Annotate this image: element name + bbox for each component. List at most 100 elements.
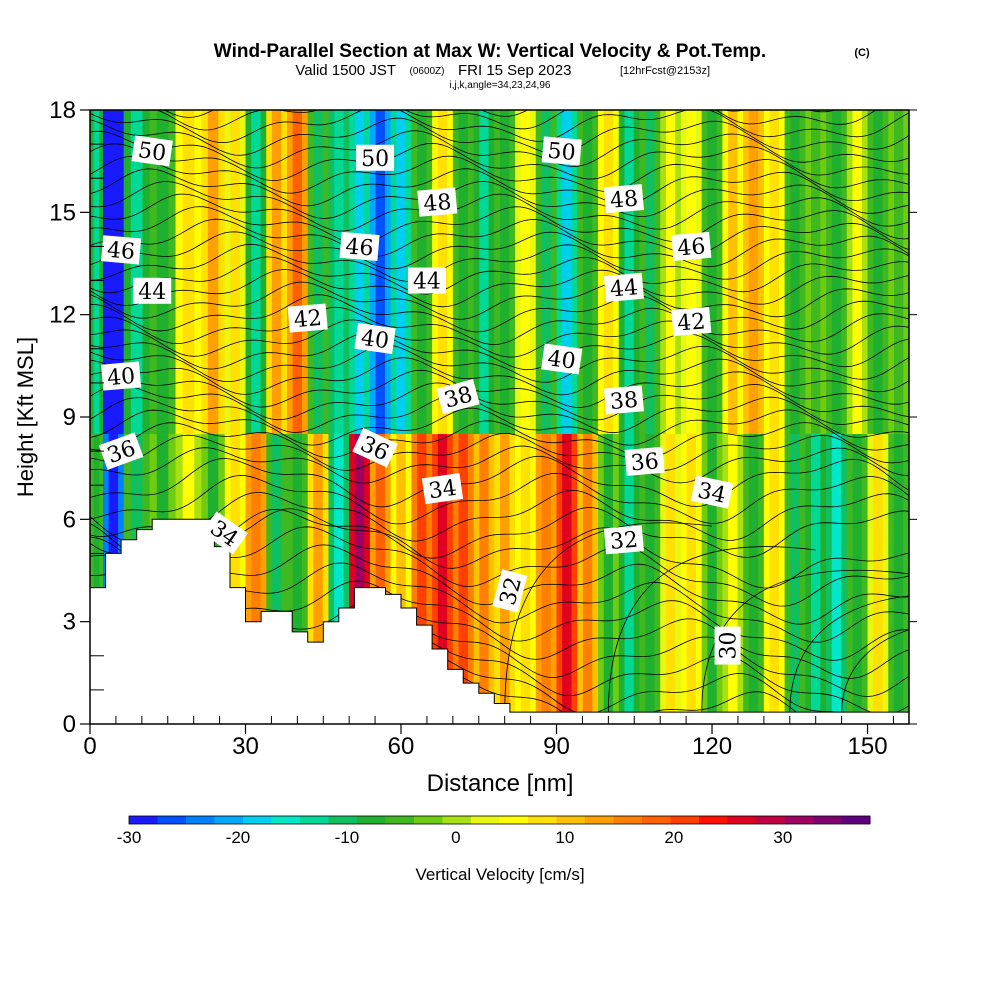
velocity-core bbox=[831, 434, 842, 724]
contour-label-box bbox=[356, 144, 395, 171]
colorbar-segment bbox=[556, 816, 586, 824]
velocity-core bbox=[520, 110, 531, 435]
contour-label: 44 bbox=[133, 277, 172, 305]
contour-label-box bbox=[624, 446, 665, 476]
contour-label-box bbox=[603, 525, 644, 555]
contour-label: 48 bbox=[417, 187, 458, 217]
theta-contour-line bbox=[90, 407, 909, 446]
y-tick-label: 12 bbox=[49, 302, 76, 329]
contour-label-text: 30 bbox=[717, 632, 742, 660]
contour-label-box bbox=[714, 626, 741, 665]
colorbar-segment bbox=[157, 816, 187, 824]
theta-contour-line bbox=[90, 382, 909, 421]
velocity-core bbox=[582, 110, 593, 435]
theta-contour-line bbox=[90, 294, 909, 333]
contour-label: 36 bbox=[624, 446, 665, 477]
x-tick-label: 120 bbox=[692, 733, 732, 760]
velocity-core bbox=[230, 434, 240, 724]
velocity-core bbox=[251, 110, 261, 435]
colorbar-tick-label: 10 bbox=[555, 828, 574, 847]
theta-contour-line bbox=[90, 269, 909, 308]
contour-label-text: 32 bbox=[609, 528, 639, 555]
y-tick-label: 9 bbox=[63, 404, 76, 431]
colorbar-segment bbox=[214, 816, 244, 824]
contour-label-text: 44 bbox=[138, 280, 166, 305]
contour-label-box bbox=[339, 231, 380, 262]
theta-contour-line bbox=[607, 546, 816, 714]
contour-label: 40 bbox=[541, 343, 583, 375]
theta-contour-line bbox=[90, 193, 909, 232]
theta-contour-line bbox=[90, 142, 909, 181]
colorbar-segment bbox=[699, 816, 728, 824]
velocity-core bbox=[479, 434, 489, 724]
contour-label-text: 40 bbox=[359, 326, 390, 355]
contour-label-box bbox=[690, 475, 734, 509]
theta-contour-line bbox=[90, 155, 909, 194]
theta-contour-line bbox=[100, 110, 877, 131]
theta-contour-line bbox=[90, 455, 909, 508]
contour-label: 30 bbox=[714, 626, 742, 665]
theta-contour-line bbox=[90, 445, 909, 484]
contour-label-text: 48 bbox=[422, 190, 452, 217]
theta-contour-line bbox=[90, 395, 909, 434]
velocity-core bbox=[541, 434, 551, 724]
colorbar-tick-label: -20 bbox=[226, 828, 251, 847]
colorbar-segment bbox=[471, 816, 500, 824]
velocity-core bbox=[645, 110, 655, 435]
theta-contour-line bbox=[90, 168, 909, 207]
theta-contour-line bbox=[90, 218, 909, 257]
x-axis-label: Distance [nm] bbox=[427, 770, 574, 797]
contour-label-text: 48 bbox=[609, 187, 639, 214]
velocity-core bbox=[790, 434, 800, 724]
theta-contour-line bbox=[90, 319, 909, 358]
velocity-core bbox=[624, 110, 634, 435]
colorbar-segment bbox=[756, 816, 785, 824]
colorbar-tick-label: -10 bbox=[335, 828, 360, 847]
velocity-core bbox=[207, 110, 219, 435]
contour-label: 48 bbox=[603, 184, 644, 214]
colorbar-segment bbox=[243, 816, 272, 824]
forecast-label: [12hrFcst@2153z] bbox=[620, 65, 710, 77]
contour-label-box bbox=[671, 231, 712, 262]
colorbar-segment bbox=[271, 816, 301, 824]
colorbar-frame bbox=[128, 815, 871, 825]
x-tick-label: 60 bbox=[388, 733, 415, 760]
colorbar-segment bbox=[528, 816, 557, 824]
colorbar-label: Vertical Velocity [cm/s] bbox=[415, 865, 584, 884]
velocity-core bbox=[562, 110, 572, 435]
contour-label: 50 bbox=[541, 136, 582, 166]
contour-label: 34 bbox=[421, 473, 464, 504]
contour-label: 46 bbox=[101, 235, 142, 265]
contour-label-box bbox=[354, 323, 396, 355]
colorbar-tick-label: 30 bbox=[773, 828, 792, 847]
colorbar-segment bbox=[499, 816, 529, 824]
contour-label-box bbox=[131, 135, 173, 167]
velocity-core bbox=[873, 434, 883, 724]
indices-subtitle: i,j,k,angle=34,23,24,96 bbox=[450, 80, 551, 91]
contour-label-text: 46 bbox=[676, 234, 706, 261]
velocity-core bbox=[728, 110, 738, 435]
contour-label: 42 bbox=[287, 303, 328, 333]
contour-label: 46 bbox=[671, 231, 712, 262]
theta-contour-line bbox=[90, 256, 909, 295]
contour-label-text: 50 bbox=[361, 147, 389, 172]
velocity-core bbox=[582, 434, 593, 724]
colorbar-segment bbox=[670, 816, 700, 824]
velocity-core bbox=[458, 110, 468, 435]
theta-contour-line bbox=[504, 522, 713, 714]
velocity-core bbox=[728, 434, 738, 724]
terrain-mask bbox=[90, 518, 909, 724]
velocity-core bbox=[893, 110, 904, 435]
velocity-core bbox=[541, 110, 551, 435]
colorbar: -30 -20 -10 0 10 20 30 bbox=[117, 815, 871, 847]
velocity-core bbox=[354, 110, 365, 435]
velocity-core bbox=[375, 434, 385, 724]
theta-contour-line bbox=[90, 117, 909, 156]
velocity-core bbox=[624, 434, 634, 724]
theta-contour-line bbox=[841, 629, 909, 714]
theta-contour-line bbox=[90, 281, 909, 320]
velocity-core bbox=[603, 110, 614, 435]
velocity-core bbox=[396, 110, 406, 435]
contour-label-box bbox=[133, 277, 172, 304]
